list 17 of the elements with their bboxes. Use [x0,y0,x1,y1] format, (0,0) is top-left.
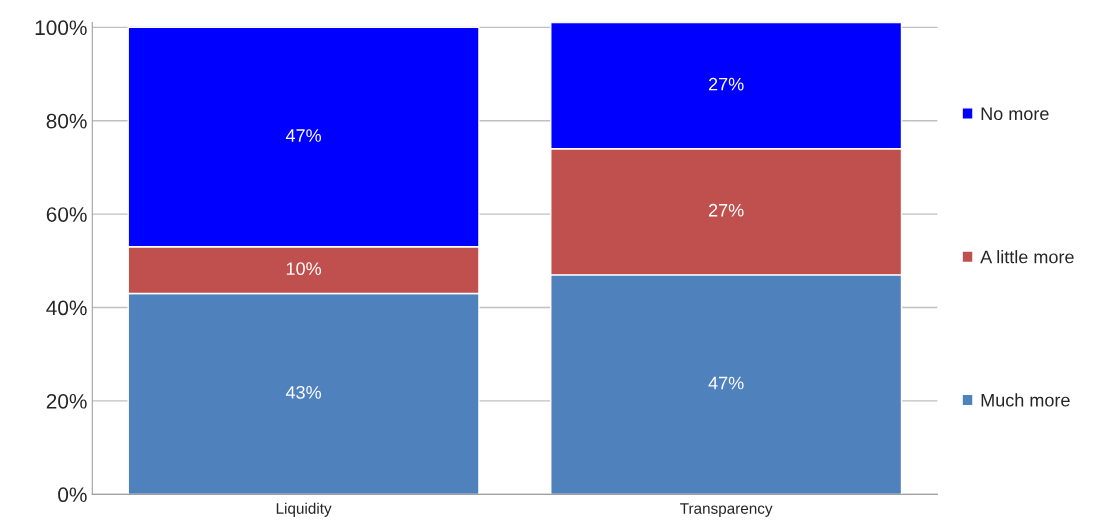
legend-label: A little more [980,250,1074,264]
y-tick-label: 60% [46,207,87,222]
x-tick-label: Liquidity [276,502,332,517]
y-tick-label: 80% [46,113,87,129]
data-label: 27% [708,203,744,217]
y-tick-label: 0% [58,487,87,503]
legend-label: Much more [981,393,1070,407]
y-tick-label: 20% [46,393,87,409]
data-label: 47% [708,376,744,390]
data-label: 10% [286,262,321,276]
data-label: 47% [285,129,321,142]
data-label: 27% [708,77,744,91]
data-label: 43% [285,385,321,399]
x-tick-label: Transparency [680,503,773,517]
legend-label: No more [981,107,1049,121]
y-tick-label: 40% [46,300,87,316]
y-tick-label: 100% [35,20,87,36]
